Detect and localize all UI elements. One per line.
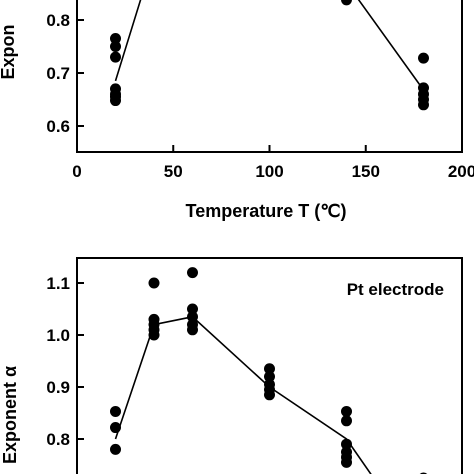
bottom-data-point [187, 303, 198, 315]
top-y-tick-label: 0.6 [46, 117, 70, 136]
bottom-data-point [264, 389, 275, 401]
top-x-tick-label: 200 [448, 162, 474, 181]
top-data-point [418, 52, 429, 64]
bottom-data-point [341, 456, 352, 468]
bottom-y-tick-label: 0.9 [46, 378, 70, 397]
top-x-tick-label: 100 [255, 162, 283, 181]
bottom-data-point [264, 371, 275, 383]
bottom-data-point [148, 329, 160, 341]
top-data-point [110, 95, 121, 107]
bottom-y-tick-label: 0.8 [46, 430, 70, 449]
bottom-data-point [341, 415, 352, 427]
top-y-tick-label: 0.8 [46, 11, 70, 30]
bottom-data-point [110, 443, 121, 455]
top-data-point [110, 41, 121, 52]
top-y-axis-label: Expon [0, 24, 18, 79]
bottom-data-point [187, 267, 198, 279]
bottom-data-point [148, 277, 160, 289]
top-data-point [110, 51, 121, 63]
bottom-y-tick-label: 1.0 [46, 326, 70, 345]
top-x-tick-label: 0 [72, 162, 81, 181]
top-data-point [418, 99, 429, 111]
top-data-point [110, 33, 121, 45]
top-x-axis-label: Temperature T (℃) [186, 201, 347, 221]
bottom-annotation-pt-electrode: Pt electrode [347, 280, 444, 299]
bottom-data-point [110, 405, 121, 417]
bottom-data-point [341, 405, 352, 417]
bottom-data-point [187, 311, 198, 323]
bottom-data-point [341, 438, 352, 450]
top-plot-frame [76, 0, 463, 153]
bottom-data-point [264, 363, 275, 375]
bottom-y-axis-label: Exponent α [0, 366, 20, 464]
top-x-tick-label: 150 [352, 162, 380, 181]
bottom-data-point [187, 324, 198, 336]
bottom-plot-frame [76, 257, 463, 474]
bottom-chart-panel: 0.8 0.9 1.0 1.1 Pt electrode Exponent α [0, 257, 463, 474]
top-y-tick-label: 0.7 [46, 64, 70, 83]
bottom-y-tick-label: 1.1 [46, 274, 70, 293]
bottom-data-point [110, 422, 121, 434]
top-chart-panel: 0.6 0.7 0.8 0 50 100 150 200 Expon Temperature … [0, 0, 474, 221]
top-data-point [341, 0, 352, 6]
top-fit-line [114, 0, 425, 91]
top-x-tick-label: 50 [164, 162, 183, 181]
